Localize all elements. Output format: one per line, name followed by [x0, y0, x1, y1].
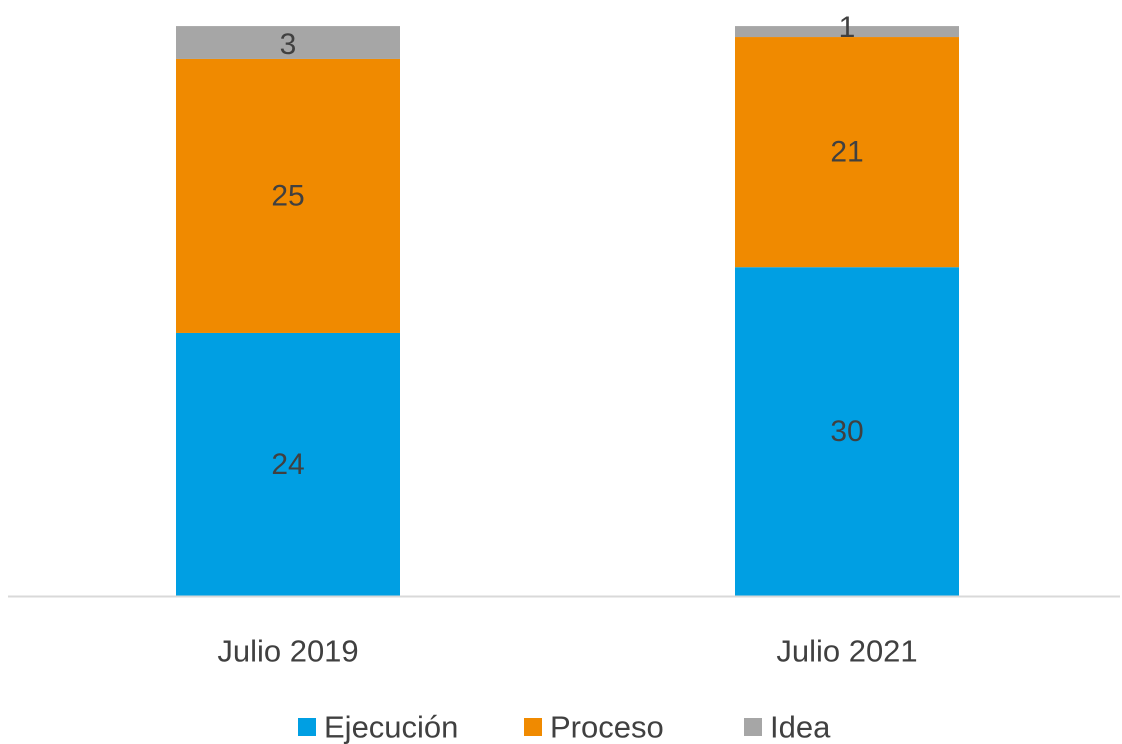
bar-segment-idea-julio-2019 [176, 26, 400, 59]
bar-segment-idea-julio-2021 [735, 26, 959, 38]
bar-segment-proceso-julio-2019 [176, 58, 400, 333]
legend-item-idea: Idea [744, 710, 831, 744]
legend-item-ejecucion: Ejecución [298, 710, 458, 744]
data-label-proceso-julio-2021: 21 [830, 136, 863, 169]
x-tick-label-julio-2021: Julio 2021 [776, 634, 917, 669]
legend: Ejecución Proceso Idea [298, 710, 831, 744]
data-label-ejecucion-julio-2019: 24 [271, 448, 304, 481]
bar-segment-ejecucion-julio-2019 [176, 332, 400, 596]
bar-segment-ejecucion-julio-2021 [735, 267, 959, 596]
x-tick-label-julio-2019: Julio 2019 [217, 634, 358, 669]
data-label-idea-julio-2019: 3 [280, 28, 297, 61]
legend-label-ejecucion: Ejecución [324, 710, 458, 744]
data-label-proceso-julio-2019: 25 [271, 179, 304, 212]
legend-label-idea: Idea [770, 710, 831, 744]
legend-label-proceso: Proceso [550, 710, 664, 744]
bars-layer [176, 26, 959, 596]
data-label-idea-julio-2021: 1 [839, 11, 856, 44]
legend-swatch-idea [744, 718, 762, 736]
bar-segment-proceso-julio-2021 [735, 37, 959, 268]
data-label-ejecucion-julio-2021: 30 [830, 415, 863, 448]
legend-item-proceso: Proceso [524, 710, 664, 744]
legend-swatch-ejecucion [298, 718, 316, 736]
segment-labels-layer: 24 25 3 30 21 1 [271, 11, 863, 481]
category-labels-layer: Julio 2019 Julio 2021 [217, 634, 917, 669]
legend-swatch-proceso [524, 718, 542, 736]
